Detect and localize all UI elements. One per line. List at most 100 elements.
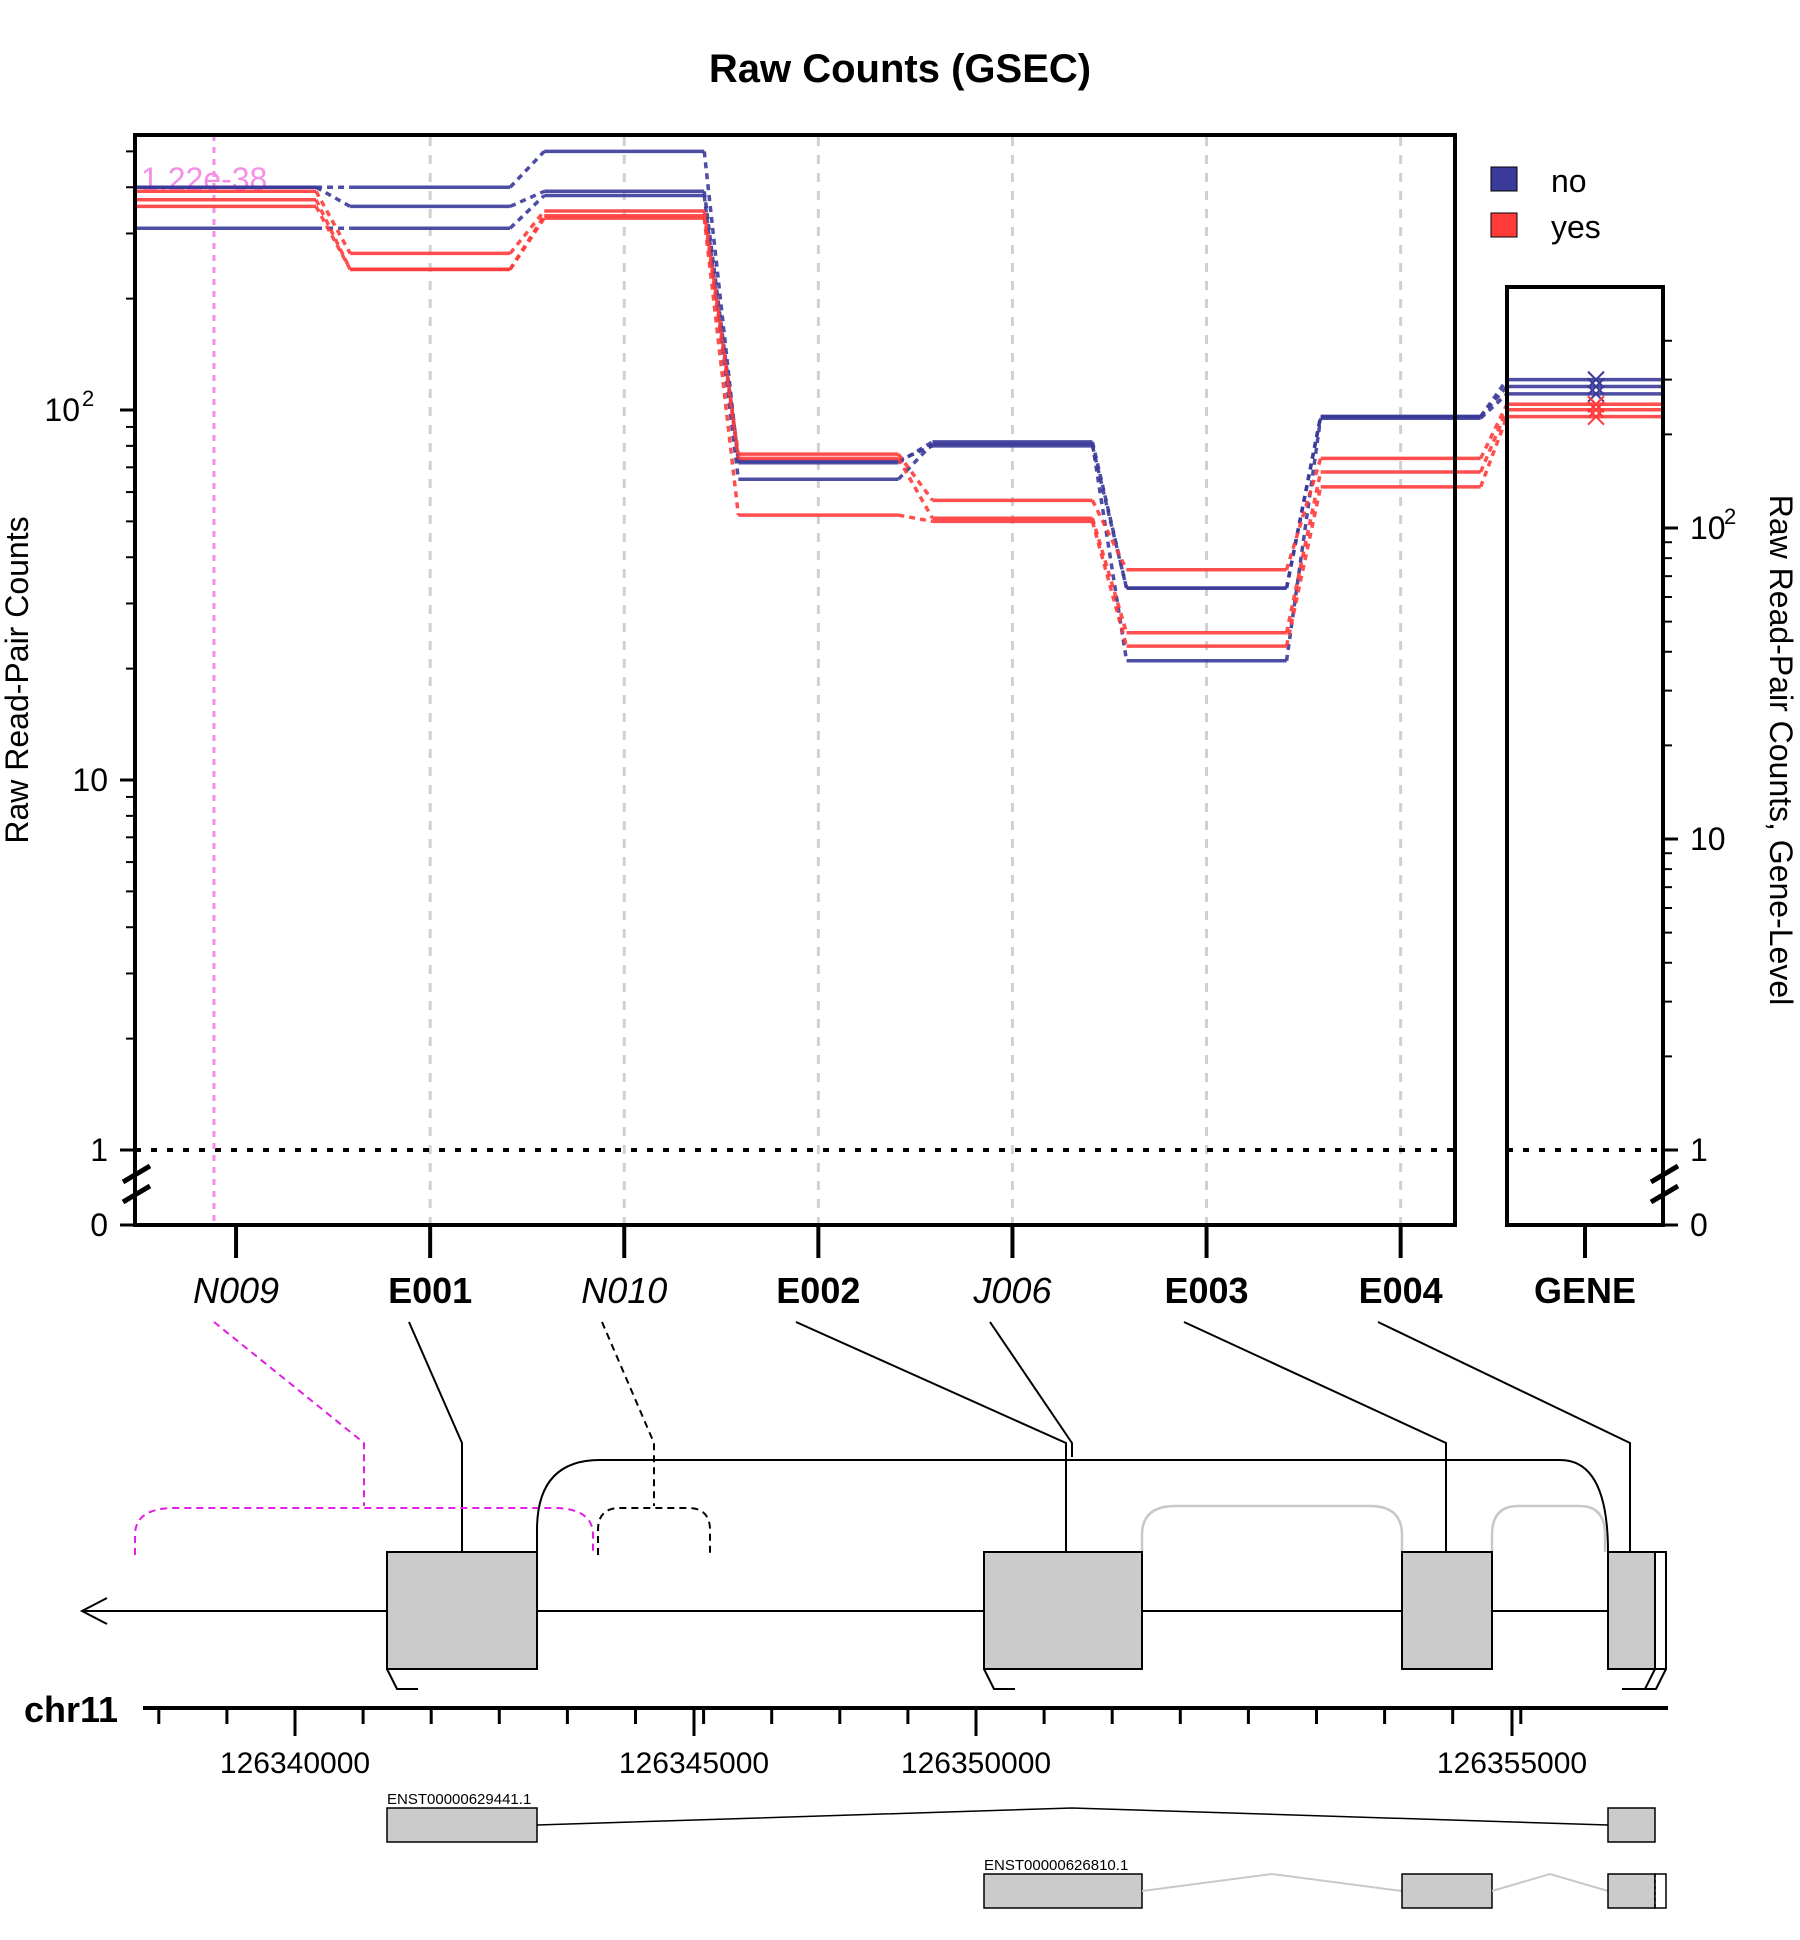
connector-E004 xyxy=(1377,1321,1631,1552)
right-tick-label: 0 xyxy=(1690,1207,1708,1243)
legend-swatch-yes xyxy=(1490,212,1518,238)
feature-label-E003: E003 xyxy=(1165,1270,1249,1311)
gene-level-marker-6 xyxy=(1587,407,1605,426)
gene-level-lines xyxy=(1509,370,1661,426)
left-tick-label: 0 xyxy=(90,1207,108,1243)
main-plot-frame xyxy=(133,133,1457,1227)
genomic-connector-E004 xyxy=(1622,1668,1656,1690)
connector-E003-E004 xyxy=(1284,457,1323,571)
connector-J006 xyxy=(989,1321,1073,1457)
left-axis-break xyxy=(121,1163,152,1205)
connector-E003-E004 xyxy=(1284,471,1323,634)
connector-N009-E001 xyxy=(314,190,352,255)
connector-E001-N010 xyxy=(508,214,546,271)
legend-label-no: no xyxy=(1551,163,1587,199)
novel-splice-arc-N010 xyxy=(597,1507,711,1555)
marker-stroke xyxy=(1587,377,1605,396)
transcript-2-intron-2 xyxy=(1491,1872,1609,1892)
right-tick-label: 10 xyxy=(1690,510,1726,546)
legend: no yes xyxy=(1490,163,1601,245)
connector-E002-J006 xyxy=(898,513,933,524)
gene-link-1 xyxy=(1479,378,1509,418)
connector-E001-N010 xyxy=(509,189,545,209)
feature-label-E001: E001 xyxy=(388,1270,472,1311)
genomic-minor-ticks xyxy=(157,1708,1523,1724)
transcript-2-exon-1 xyxy=(983,1873,1143,1909)
feature-axis: N009 E001 N010 E002 J006 E003 E004 GENE xyxy=(193,1225,1636,1311)
right-tick-label: 10 xyxy=(1690,821,1726,857)
connector-E002 xyxy=(795,1321,1067,1552)
series-no-3 xyxy=(137,193,1481,663)
gene-link-2 xyxy=(1479,385,1509,418)
connector-J006-E003 xyxy=(1090,499,1129,571)
transcript-1-intron xyxy=(536,1807,1609,1826)
novel-splice-arc-N009 xyxy=(134,1507,594,1555)
gene-model xyxy=(79,1459,1667,1690)
exon-box-E003 xyxy=(1401,1551,1493,1670)
connector-E002-J006 xyxy=(897,444,934,463)
chart-title: Raw Counts (GSEC) xyxy=(709,47,1091,91)
connector-J006-E003 xyxy=(1090,443,1129,662)
series-lines xyxy=(137,149,1509,663)
series-yes-5 xyxy=(137,198,1481,635)
gene-panel-frame xyxy=(1505,285,1665,1227)
feature-label-E002: E002 xyxy=(776,1270,860,1311)
junction-arc-J006 xyxy=(536,1459,1609,1553)
right-axis-break xyxy=(1649,1163,1680,1205)
legend-swatch-no xyxy=(1490,166,1518,192)
gene-link-5 xyxy=(1479,409,1509,473)
connector-N010-E002 xyxy=(702,195,741,480)
transcript-1-exon-1 xyxy=(386,1807,538,1843)
connector-E002-J006 xyxy=(896,457,934,520)
connector-E003-E004 xyxy=(1284,417,1323,662)
gene-link-6 xyxy=(1479,416,1509,488)
transcript-2-exon-2 xyxy=(1401,1873,1493,1909)
connector-N010 xyxy=(601,1321,655,1506)
connector-E003 xyxy=(1183,1321,1447,1552)
feature-label-J006: J006 xyxy=(972,1270,1052,1311)
left-tick-label: 10 xyxy=(72,762,108,798)
transcript-2-exon-3 xyxy=(1607,1873,1656,1909)
left-y-axis-title: Raw Read-Pair Counts xyxy=(0,516,35,843)
exon-box-E001 xyxy=(386,1551,538,1670)
feature-connectors xyxy=(213,1321,1631,1552)
connector-E001-N010 xyxy=(508,194,546,230)
genomic-major-ticks: 126340000 126345000 126350000 126355000 xyxy=(220,1708,1587,1780)
genomic-axis: chr11 126340000 126345000 126350000 1263550… xyxy=(24,1689,1668,1780)
connector-N010-E002 xyxy=(702,151,741,463)
left-tick-label: 10 xyxy=(44,392,80,428)
connector-N010-E002 xyxy=(702,210,741,455)
transcript-2-intron-1 xyxy=(1141,1872,1403,1892)
exon-box-E004-utr xyxy=(1654,1551,1667,1670)
exon-box-E002 xyxy=(983,1551,1143,1670)
marker-stroke xyxy=(1587,407,1605,426)
connector-N009 xyxy=(213,1321,365,1506)
genomic-tick-label: 126350000 xyxy=(901,1747,1051,1780)
right-y-axis-title: Raw Read-Pair Counts, Gene-Level xyxy=(1763,495,1799,1005)
left-tick-label: 1 xyxy=(90,1132,108,1168)
known-junction-arc-2 xyxy=(1490,1504,1607,1552)
connector-E001-N010 xyxy=(508,209,546,255)
connector-E002-J006 xyxy=(897,442,934,481)
connector-N009-E001 xyxy=(314,205,352,271)
connector-E001 xyxy=(408,1321,463,1552)
feature-label-gene: GENE xyxy=(1534,1270,1636,1311)
connector-E003-E004 xyxy=(1284,416,1323,589)
legend-label-yes: yes xyxy=(1551,209,1601,245)
transcript-label-2: ENST00000626810.1 xyxy=(984,1857,1128,1874)
transcript-2-exon-3-utr xyxy=(1654,1873,1667,1909)
connector-E003-E004 xyxy=(1284,486,1323,647)
transcript-1-exon-2 xyxy=(1607,1807,1656,1843)
known-junction-arc-1 xyxy=(1140,1504,1404,1552)
feature-gridlines xyxy=(428,137,1403,1223)
genomic-connector-E002 xyxy=(983,1668,1015,1690)
connector-E001-N010 xyxy=(508,217,546,271)
genomic-tick-label: 126355000 xyxy=(1437,1747,1587,1780)
strand-direction-arrow xyxy=(79,1597,108,1625)
genomic-tick-label: 126345000 xyxy=(619,1747,769,1780)
